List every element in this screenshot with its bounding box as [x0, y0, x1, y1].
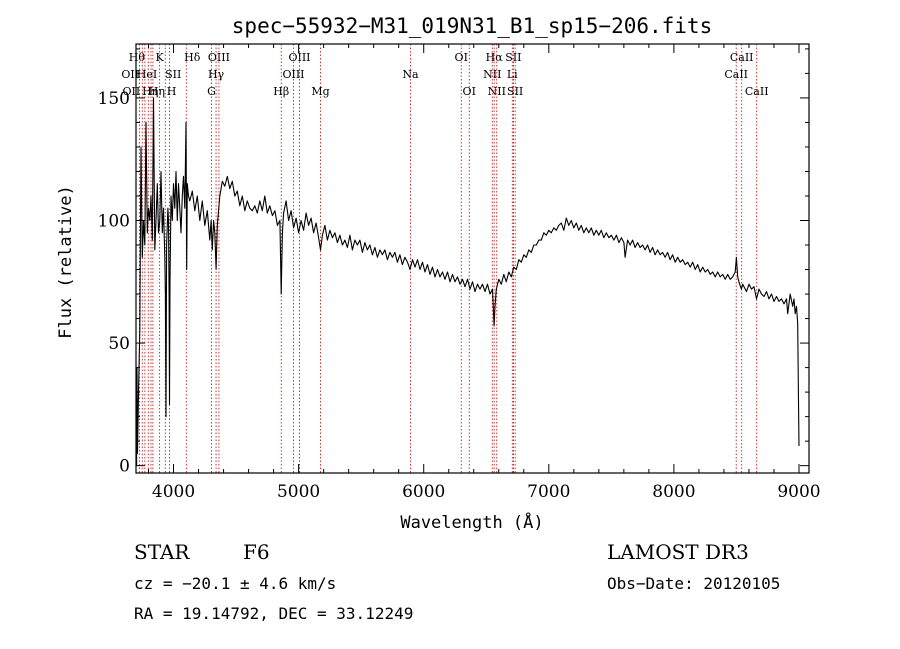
x-axis-label: Wavelength (Å)	[400, 511, 543, 533]
classification-label: STAR	[134, 540, 190, 564]
line-label-12: OIII	[208, 51, 230, 64]
y-tick-label-0: 0	[119, 457, 130, 477]
y-axis-label: Flux (relative)	[56, 185, 76, 339]
line-label-11: Hγ	[208, 68, 225, 81]
x-tick-label-4: 8000	[652, 482, 695, 502]
redshift-velocity: cz = −20.1 ± 4.6 km/s	[134, 574, 337, 593]
axis-ticks: 4000 5000 6000 7000 8000 9000 0 50 100 150	[98, 44, 821, 502]
x-tick-label-2: 6000	[402, 482, 445, 502]
y-tick-label-1: 50	[108, 334, 130, 354]
line-label-7: SII	[165, 68, 181, 81]
line-label-6: K	[156, 51, 165, 64]
line-label-13: Hβ	[273, 85, 289, 98]
line-label-2: Hθ	[129, 51, 146, 64]
line-label-25: SII	[507, 85, 523, 98]
observation-date: Obs−Date: 20120105	[607, 574, 781, 593]
line-label-3: Hη	[142, 85, 158, 98]
line-label-16: Mg	[311, 85, 329, 98]
emission-line-labels: OIIOIIHθHηHeIHηKSIIHHδGHγOIIIHβOIIIOIIIM…	[121, 51, 768, 98]
subclass-label: F6	[243, 540, 270, 564]
line-label-5: Hη	[149, 85, 165, 98]
chart-title: spec−55932−M31_019N31_B1_sp15−206.fits	[232, 14, 712, 38]
line-label-24: SII	[505, 51, 521, 64]
line-label-26: CaII	[724, 68, 748, 81]
line-label-23: Li	[507, 68, 518, 81]
line-label-15: OIII	[288, 51, 310, 64]
line-label-28: CaII	[745, 85, 769, 98]
line-label-8: H	[167, 85, 177, 98]
line-label-10: G	[207, 85, 216, 98]
flux-series-line	[136, 97, 800, 466]
line-label-27: CaII	[730, 51, 754, 64]
line-label-21: Hα	[486, 51, 504, 64]
line-label-17: Na	[402, 68, 419, 81]
y-tick-label-2: 100	[98, 212, 130, 232]
line-label-22: NII	[488, 85, 506, 98]
line-label-9: Hδ	[184, 51, 201, 64]
x-tick-label-0: 4000	[152, 482, 195, 502]
y-tick-label-3: 150	[98, 89, 130, 109]
survey-label: LAMOST DR3	[607, 540, 749, 564]
emission-line-markers	[138, 44, 758, 473]
line-label-20: NII	[483, 68, 501, 81]
x-tick-label-3: 7000	[527, 482, 570, 502]
x-tick-label-1: 5000	[277, 482, 320, 502]
line-label-18: OI	[455, 51, 468, 64]
line-label-1: OII	[121, 68, 139, 81]
sky-coordinates: RA = 19.14792, DEC = 33.12249	[134, 604, 414, 623]
line-label-4: HeI	[137, 68, 157, 81]
line-label-19: OI	[463, 85, 476, 98]
plot-frame	[135, 43, 810, 474]
line-label-14: OIII	[282, 68, 304, 81]
x-tick-label-5: 9000	[777, 482, 820, 502]
